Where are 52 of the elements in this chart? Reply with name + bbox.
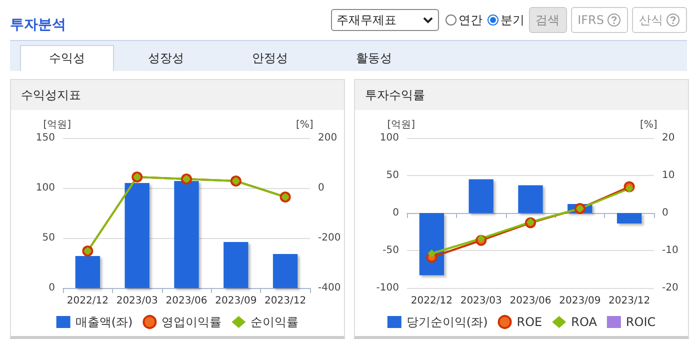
text: 안정성	[251, 50, 289, 67]
x-tick-label: 2022/12	[66, 296, 108, 306]
text: 수익성	[20, 45, 114, 71]
y-tick-label: -100	[376, 282, 399, 294]
x-tick-label: 2023/06	[166, 296, 208, 306]
y-tick-label: 100	[36, 182, 55, 194]
x-tick-label: 2023/03	[460, 296, 502, 306]
x-tick-label: 2023/09	[215, 296, 257, 306]
legend-label: ROIC	[626, 315, 656, 329]
y-axis-title: [억원]	[387, 120, 416, 130]
text: 투자분석	[10, 16, 67, 34]
text: IFRS	[570, 7, 628, 33]
y-tick-label: -50	[382, 245, 399, 256]
y2-axis-title: [%]	[640, 120, 658, 130]
x-tick-label: 2023/06	[510, 296, 552, 306]
legend-label: ROE	[516, 315, 542, 329]
chart-title: 수익성지표	[11, 80, 344, 110]
y-axis-title: [억원]	[43, 120, 72, 130]
y-tick-label: 150	[36, 132, 55, 144]
x-tick-label: 2023/03	[116, 296, 158, 306]
y2-tick-label: 10	[662, 170, 675, 181]
text: 산식	[632, 7, 687, 33]
y2-tick-label: 20	[662, 132, 675, 144]
y-tick-label: 50	[386, 170, 399, 181]
y-tick-label: 50	[42, 232, 55, 244]
text: 활동성	[355, 50, 393, 67]
legend-label: ROA	[571, 315, 598, 329]
x-tick-label: 2023/12	[608, 296, 650, 306]
legend-label: 순이익률	[250, 315, 299, 329]
legend-label: 영업이익률	[162, 315, 222, 329]
y-tick-label: 100	[380, 132, 399, 144]
y2-tick-label: -200	[318, 232, 341, 244]
y2-tick-label: 0	[662, 208, 668, 218]
text: 주재무제표	[336, 12, 397, 28]
legend-label: 당기순이익(좌)	[406, 315, 488, 329]
y2-tick-label: 200	[318, 132, 338, 144]
y2-tick-label: -20	[662, 282, 678, 294]
x-tick-label: 2023/09	[559, 296, 601, 306]
text: 분기	[500, 12, 525, 28]
y-tick-label: 0	[48, 282, 55, 294]
x-tick-label: 2023/12	[264, 296, 306, 306]
legend-label: 매출액(좌)	[75, 315, 133, 329]
y2-tick-label: -400	[318, 282, 341, 294]
y-tick-label: 0	[392, 208, 399, 218]
chart-title: 투자수익률	[355, 80, 688, 110]
text: 성장성	[147, 50, 185, 67]
y2-axis-title: [%]	[296, 120, 314, 130]
y2-tick-label: 0	[318, 182, 324, 194]
text: 연간	[458, 12, 483, 28]
x-tick-label: 2022/12	[410, 296, 452, 306]
y2-tick-label: -10	[662, 245, 678, 256]
text: 검색	[528, 7, 567, 33]
